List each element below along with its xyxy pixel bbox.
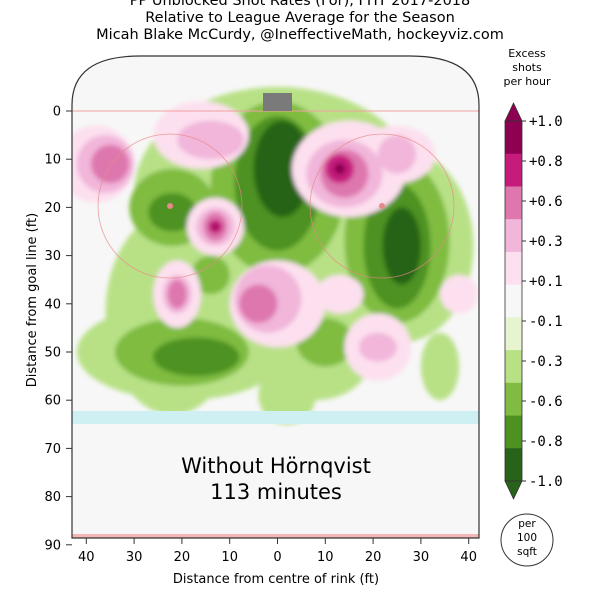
colorbar-segment: [505, 153, 522, 187]
heat-region-pos5: [212, 223, 219, 230]
colorbar-top-extension: [504, 102, 523, 122]
colorbar-tick-label: -1.0: [529, 474, 563, 490]
y-tick-label: 70: [44, 442, 61, 457]
annotation-minutes: 113 minutes: [210, 480, 342, 504]
tick-labels: 40 30 20 10 0 10 20 30 40 0 10 20 30 40 50 60 70 80 90: [44, 105, 477, 566]
y-tick-label: 60: [44, 394, 61, 409]
x-tick-label: 40: [78, 550, 95, 565]
x-axis-label: Distance from centre of rink (ft): [173, 572, 379, 587]
heat-region-neg2: [420, 332, 460, 401]
x-tick-label: 20: [365, 550, 382, 565]
colorbar-segment: [505, 350, 522, 384]
x-tick-label: 20: [174, 550, 191, 565]
unit-badge-line3: sqft: [517, 546, 537, 558]
heat-region-pos3: [239, 284, 278, 324]
colorbar-segment: [505, 415, 522, 449]
colorbar-segment: [505, 219, 522, 253]
colorbar-segment: [505, 382, 522, 416]
heat-region-pos2: [358, 332, 397, 362]
colorbar-title-line3: per hour: [504, 75, 551, 88]
x-tick-label: 10: [221, 550, 238, 565]
colorbar-segment: [505, 251, 522, 285]
left-faceoff-circle: [97, 133, 243, 279]
y-tick-label: 0: [53, 105, 61, 120]
y-tick-label: 50: [44, 346, 61, 361]
y-tick-label: 30: [44, 249, 61, 264]
y-tick-label: 40: [44, 297, 61, 312]
colorbar-segment: [505, 317, 522, 351]
colorbar-title-line2: shots: [512, 61, 542, 74]
heat-region-neg3: [191, 255, 230, 295]
colorbar-frame: [504, 120, 523, 482]
faceoff-circles: [97, 133, 455, 279]
colorbar-tick-label: +0.6: [529, 194, 563, 210]
x-tick-label: 40: [460, 550, 477, 565]
colorbar-tick-label: +0.8: [529, 154, 563, 170]
heat-region-neg5: [253, 120, 311, 218]
colorbar-tick-label: -0.3: [529, 354, 563, 370]
y-tick-label: 20: [44, 201, 61, 216]
colorbar-tick-label: -0.8: [529, 434, 563, 450]
colorbar-tick-label: +0.1: [529, 274, 563, 290]
colorbar-bottom-extension: [504, 480, 523, 500]
x-tick-label: 0: [273, 550, 281, 565]
x-tick-label: 10: [317, 550, 334, 565]
chart-subtitle: Relative to League Average for the Seaso…: [145, 10, 455, 26]
colorbar-segment: [505, 121, 522, 155]
heat-region-pos2: [377, 135, 417, 174]
left-faceoff-dot: [167, 203, 173, 209]
heat-region-pos1: [440, 274, 479, 314]
axis-ticks: [66, 110, 470, 546]
unit-badge-line2: 100: [517, 532, 537, 544]
heat-region-pos1: [315, 274, 364, 314]
colorbar: +1.0 +0.8 +0.6 +0.3 +0.1 -0.1 -0.3 -0.6 -0.8 -1.0: [504, 102, 563, 500]
y-tick-label: 80: [44, 490, 61, 505]
chart-author-line: Micah Blake McCurdy, @IneffectiveMath, h…: [96, 27, 504, 43]
heat-regions: [72, 86, 479, 425]
colorbar-title-line1: Excess: [508, 47, 546, 60]
y-tick-label: 10: [44, 153, 61, 168]
colorbar-tick-label: +1.0: [529, 114, 563, 130]
heat-region-neg5: [382, 207, 421, 285]
blue-line: [72, 411, 479, 424]
colorbar-segment: [505, 186, 522, 220]
chart-title: PP Unblocked Shot Rates (For), FHT 2017-…: [129, 0, 471, 9]
colorbar-tick-label: -0.1: [529, 314, 563, 330]
x-tick-label: 30: [126, 550, 143, 565]
rink-boards: [71, 55, 480, 539]
colorbar-tick-label: +0.3: [529, 234, 563, 250]
y-tick-label: 90: [44, 538, 61, 553]
x-tick-label: 30: [413, 550, 430, 565]
heat-region-pos5: [333, 163, 346, 175]
annotation-player: Without Hörnqvist: [181, 454, 371, 478]
colorbar-tick-label: -0.6: [529, 394, 563, 410]
unit-badge-line1: per: [518, 518, 536, 530]
unit-badge: [500, 513, 554, 567]
colorbar-segment: [505, 448, 522, 482]
heat-region-neg2: [258, 366, 316, 425]
centre-line: [72, 534, 479, 538]
heat-region-neg4: [148, 192, 197, 232]
right-faceoff-dot: [379, 203, 385, 209]
heat-region-neg4: [153, 337, 240, 377]
colorbar-segment: [505, 284, 522, 318]
heat-region-pos3: [167, 279, 187, 309]
goal-net: [263, 93, 292, 111]
y-axis-label: Distance from goal line (ft): [25, 213, 40, 387]
right-faceoff-circle: [309, 133, 455, 279]
heat-region-pos2: [177, 120, 245, 160]
